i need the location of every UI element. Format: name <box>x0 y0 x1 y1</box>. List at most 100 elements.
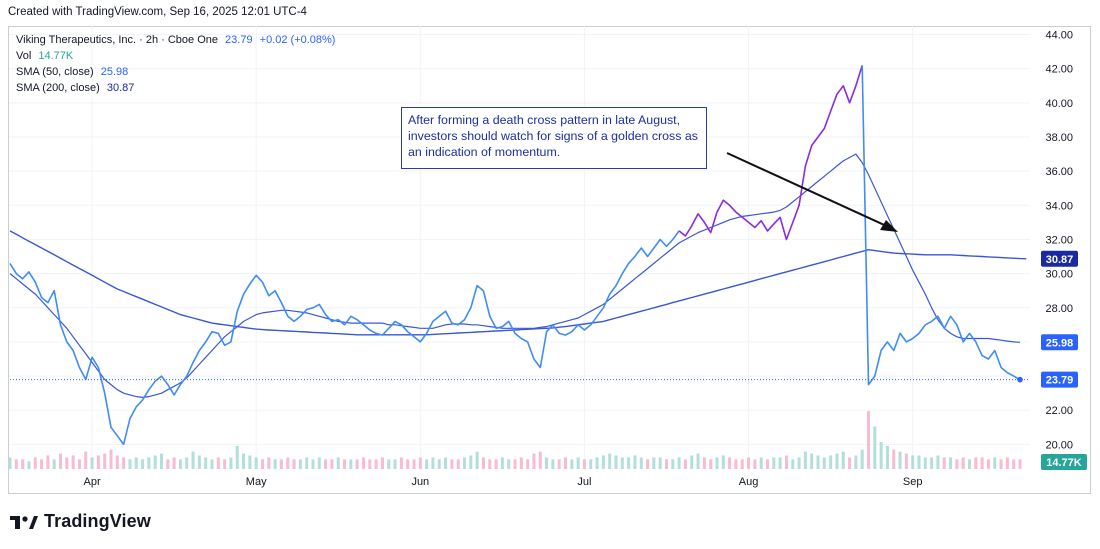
volume-bar <box>627 457 631 469</box>
volume-bar <box>336 457 340 469</box>
y-tick-label: 44.00 <box>1045 30 1073 42</box>
legend-vol-value: 14.77K <box>38 50 74 62</box>
x-tick-label: May <box>246 476 267 488</box>
volume-bar <box>860 449 864 469</box>
volume-bar <box>633 455 637 469</box>
volume-bar <box>380 457 384 469</box>
y-tick-label: 22.00 <box>1045 405 1073 417</box>
volume-bar <box>273 459 277 469</box>
legend-symbol-row: Viking Therapeutics, Inc. · 2h · Cboe On… <box>16 32 335 48</box>
volume-bar <box>374 459 378 469</box>
volume-bar <box>393 459 397 469</box>
volume-bar <box>14 459 18 469</box>
volume-bar <box>425 459 429 469</box>
volume-bar <box>904 453 908 469</box>
last-price-line <box>10 376 1030 383</box>
volume-bar <box>368 459 372 469</box>
volume-bar <box>444 457 448 469</box>
annotation-arrow <box>726 152 898 232</box>
annotation-textbox[interactable]: After forming a death cross pattern in l… <box>401 107 707 169</box>
volume-bar <box>185 457 189 469</box>
volume-bar <box>791 459 795 469</box>
volume-bar <box>671 459 675 469</box>
volume-bar <box>324 459 328 469</box>
volume-badge <box>1041 454 1087 470</box>
volume-bar <box>261 459 264 469</box>
volume-bar <box>564 457 567 469</box>
volume-bar <box>507 459 511 469</box>
volume-bar <box>128 459 132 469</box>
volume-bar <box>980 457 984 469</box>
volume-bar <box>242 453 246 469</box>
x-tick-label: Apr <box>84 476 101 488</box>
legend-sma50-label: SMA (50, close) <box>16 66 94 78</box>
volume-bar <box>911 455 915 469</box>
volume-bar <box>52 459 56 469</box>
y-tick-label: 38.00 <box>1045 132 1073 144</box>
volume-bar <box>488 459 492 469</box>
x-tick-label: Sep <box>903 476 923 488</box>
volume-badge-label: 14.77K <box>1046 457 1082 469</box>
volume-bar <box>223 459 227 469</box>
volume-bar <box>65 457 69 469</box>
volume-bar <box>46 455 50 469</box>
tradingview-brand: TradingView <box>44 511 151 531</box>
volume-bar <box>854 455 858 469</box>
volume-bar <box>885 445 889 469</box>
x-axis: Apr May Jun Jul Aug Sep <box>84 476 923 488</box>
y-tick-label: 36.00 <box>1045 166 1073 178</box>
volume-bar <box>77 459 81 469</box>
volume-bar <box>665 459 668 469</box>
volume-bar <box>690 455 694 469</box>
volume-bar <box>210 459 214 469</box>
y-tick-label: 32.00 <box>1045 234 1073 246</box>
volume-bar <box>481 457 485 469</box>
volume-bar <box>248 455 252 469</box>
volume-bar <box>494 459 498 469</box>
volume-bar <box>608 453 612 469</box>
volume-bar <box>923 457 927 469</box>
volume-bar <box>986 459 990 469</box>
volume-bar <box>399 457 403 469</box>
arrow-shaft <box>726 152 894 230</box>
price-badge-label: 30.87 <box>1046 254 1074 266</box>
grid <box>9 26 1030 470</box>
volume-bar <box>557 459 561 469</box>
last-price-dot <box>1017 376 1023 383</box>
volume-bar <box>961 457 965 469</box>
volume-bar <box>721 455 725 469</box>
volume-bar <box>513 459 517 469</box>
volume-bar <box>286 457 290 469</box>
volume-bar <box>734 459 738 469</box>
volume-bar <box>835 453 839 469</box>
volume-bar <box>153 455 157 469</box>
volume-bar <box>27 461 31 469</box>
price-badge-label: 23.79 <box>1046 375 1074 387</box>
volume-bar <box>974 457 978 469</box>
volume-bar <box>614 455 618 469</box>
volume-bar <box>620 457 624 469</box>
volume-bar <box>305 457 309 469</box>
volume-bar <box>867 411 870 469</box>
volume-bar <box>772 457 776 469</box>
volume-bar <box>229 457 233 469</box>
chart-frame[interactable] <box>8 26 1091 494</box>
price-segment <box>861 65 1021 386</box>
volume-bar <box>33 457 37 469</box>
price-badge-label: 25.98 <box>1046 337 1074 349</box>
tradingview-footer[interactable]: TradingView <box>10 511 151 532</box>
legend-sma200-row: SMA (200, close) 30.87 <box>16 80 335 96</box>
volume-bar <box>955 459 959 469</box>
volume-bar <box>841 451 845 469</box>
volume-bar <box>134 457 138 469</box>
volume-bar <box>437 459 441 469</box>
volume-bar <box>747 457 751 469</box>
volume-bar <box>450 459 454 469</box>
volume-bar <box>109 449 113 469</box>
volume-bar <box>532 453 536 469</box>
volume-bar <box>715 457 719 469</box>
volume-bar <box>1012 459 1016 469</box>
volume-bar <box>829 455 833 469</box>
volume-bar <box>103 453 107 469</box>
